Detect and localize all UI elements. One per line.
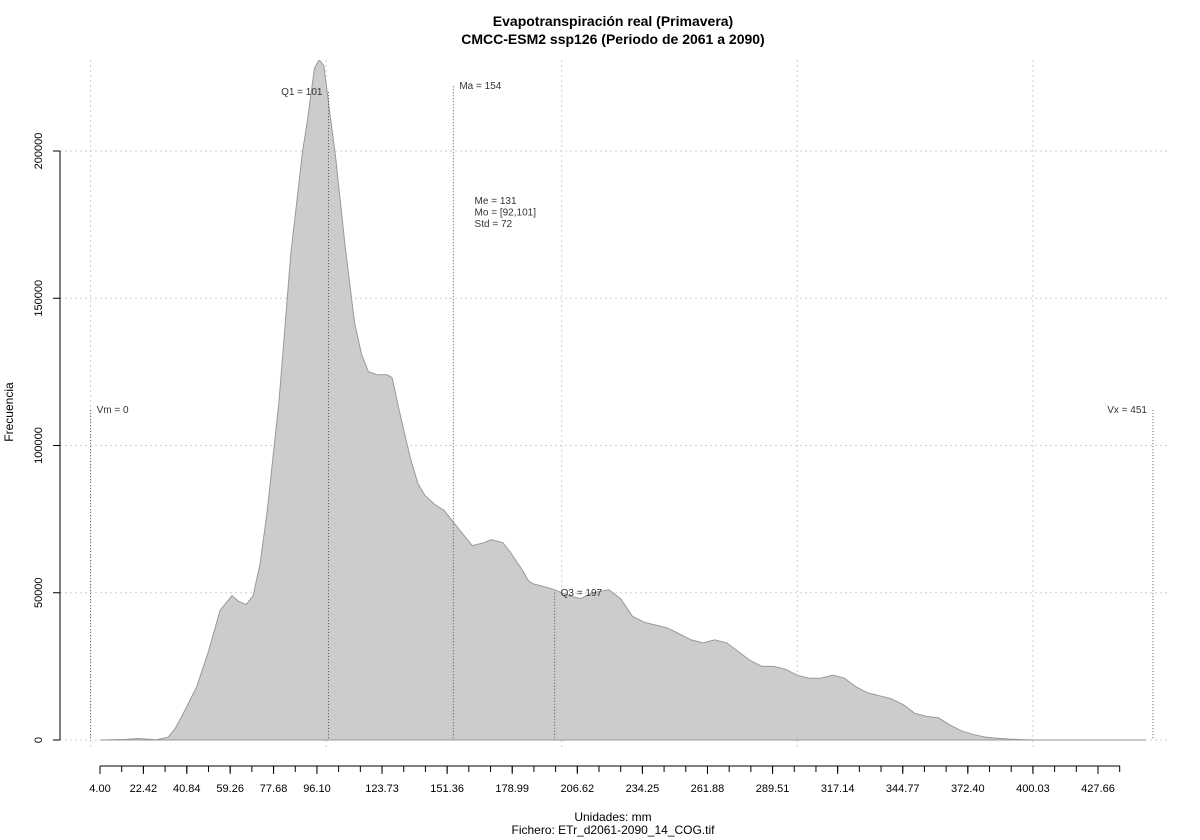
x-tick-label: 96.10 [303,783,331,795]
y-axis: 0 50000 100000 150000 200000 [33,133,61,743]
x-axis: 4.00 22.42 40.84 59.26 77.68 96.10 123.73 151.3… [89,765,1121,795]
stats-line: Std = 72 [475,219,513,230]
x-tick-label: 317.14 [821,783,855,795]
x-tick-label: 59.26 [216,783,244,795]
x-axis-label: Unidades: mm [574,810,651,824]
density-area-path [99,60,1146,741]
chart-title: Evapotranspiración real (Primavera) [493,13,733,29]
x-tick-label: 40.84 [173,783,201,795]
density-area [99,60,1146,741]
marker-label: Vx = 451 [1107,405,1147,416]
y-tick-label: 50000 [33,577,45,608]
y-tick-label: 0 [33,737,45,743]
x-tick-label: 151.36 [430,783,464,795]
y-axis-label: Frecuencia [2,382,16,442]
x-tick-label: 234.25 [626,783,660,795]
y-tick-label: 100000 [33,427,45,464]
marker-label: Q1 = 101 [281,87,323,98]
x-tick-label: 206.62 [560,783,594,795]
marker-label: Q3 = 197 [561,588,603,599]
y-tick-label: 200000 [33,133,45,170]
marker-label: Vm = 0 [97,405,129,416]
marker-lines: Vm = 0 Q1 = 101 Ma = 154 Q3 = 197 Vx = 451 [90,81,1154,740]
y-tick-label: 150000 [33,280,45,317]
x-tick-label: 289.51 [756,783,790,795]
stats-line: Me = 131 [475,196,517,207]
x-tick-label: 22.42 [130,783,158,795]
x-tick-label: 261.88 [691,783,725,795]
x-tick-label: 178.99 [495,783,529,795]
x-tick-label: 344.77 [886,783,920,795]
marker-label: Ma = 154 [459,81,501,92]
x-tick-label: 372.40 [951,783,985,795]
chart-subtitle: CMCC-ESM2 ssp126 (Periodo de 2061 a 2090… [461,31,764,47]
file-caption: Fichero: ETr_d2061-2090_14_COG.tif [512,823,716,837]
x-tick-label: 427.66 [1081,783,1115,795]
x-tick-label: 400.03 [1016,783,1050,795]
x-tick-label: 77.68 [260,783,288,795]
stats-line: Mo = [92,101] [475,208,537,219]
x-tick-label: 123.73 [365,783,399,795]
x-tick-label: 4.00 [89,783,110,795]
